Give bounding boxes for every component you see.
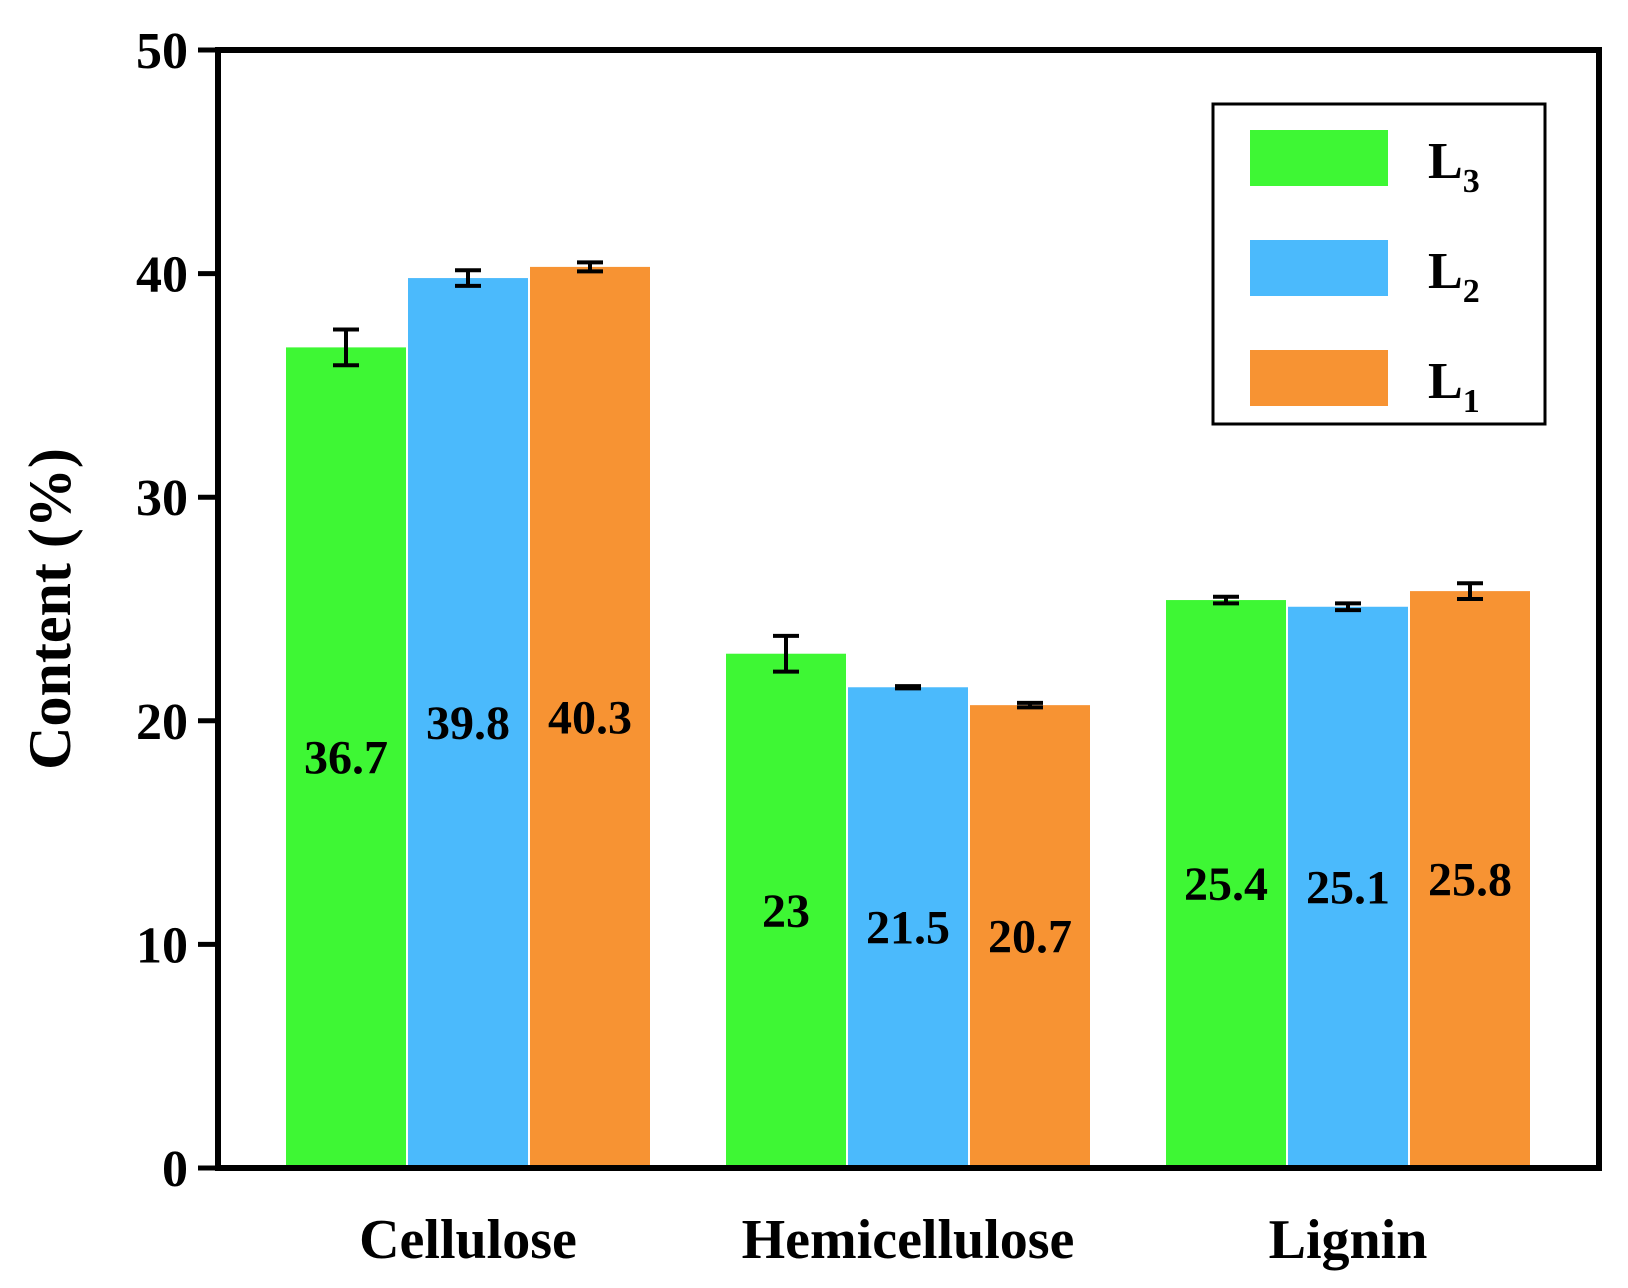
bar-label-l3-lignin: 25.4 xyxy=(1184,858,1268,911)
error-bar-l3-cellulose xyxy=(333,327,359,368)
legend-item-l3: L3 xyxy=(1250,130,1480,200)
y-tick-label: 40 xyxy=(136,247,188,304)
bar-label-l3-hemicellulose: 23 xyxy=(762,885,810,938)
y-axis-title: Content (%) xyxy=(17,448,83,770)
error-bar-l3-lignin xyxy=(1213,594,1239,606)
error-bar-l1-cellulose xyxy=(577,260,603,274)
bar-label-l3-cellulose: 36.7 xyxy=(304,732,388,785)
bar-label-l1-lignin: 25.8 xyxy=(1428,854,1512,907)
bar-l1-cellulose xyxy=(530,266,650,1169)
legend-swatch xyxy=(1250,350,1388,406)
y-tick-label: 10 xyxy=(136,917,188,974)
error-bar-l2-cellulose xyxy=(455,268,481,288)
x-tick-label-hemicellulose: Hemicellulose xyxy=(742,1209,1075,1271)
legend-item-l1: L1 xyxy=(1250,350,1480,420)
bar-label-l1-hemicellulose: 20.7 xyxy=(988,911,1072,964)
bar-l2-hemicellulose xyxy=(848,687,968,1168)
legend-label: L3 xyxy=(1428,133,1480,200)
bar-l2-lignin xyxy=(1288,606,1408,1168)
y-tick-label: 20 xyxy=(136,694,188,751)
error-bars-layer xyxy=(333,260,1483,710)
y-axis: 0 10 20 30 40 50 xyxy=(136,23,218,1198)
bar-l3-lignin xyxy=(1166,600,1286,1168)
error-bar-l1-lignin xyxy=(1457,581,1483,601)
x-axis: Cellulose Hemicellulose Lignin xyxy=(359,1209,1427,1271)
bar-label-l2-lignin: 25.1 xyxy=(1306,861,1390,914)
legend: L3 L2 L1 xyxy=(1211,102,1547,426)
error-bar-l2-hemicellulose xyxy=(895,684,921,691)
bar-l3-hemicellulose xyxy=(726,653,846,1168)
y-tick-label: 30 xyxy=(136,470,188,527)
legend-swatch xyxy=(1250,240,1388,296)
bar-l1-lignin xyxy=(1410,591,1530,1168)
error-bar-l3-hemicellulose xyxy=(773,633,799,674)
bar-labels-layer: 36.7 39.8 40.3 23 21.5 20.7 25.4 25.1 25.8 xyxy=(304,691,1512,963)
y-tick-label: 50 xyxy=(136,23,188,80)
error-bar-l2-lignin xyxy=(1335,601,1361,613)
bar-l3-cellulose xyxy=(286,347,406,1168)
bar-label-l1-cellulose: 40.3 xyxy=(548,691,632,744)
bar-label-l2-cellulose: 39.8 xyxy=(426,697,510,750)
x-tick-label-cellulose: Cellulose xyxy=(359,1209,577,1271)
legend-swatch xyxy=(1250,130,1388,186)
legend-item-l2: L2 xyxy=(1250,240,1480,310)
legend-label: L2 xyxy=(1428,243,1480,310)
bar-l1-hemicellulose xyxy=(970,705,1090,1168)
plot-frame xyxy=(215,47,1602,1171)
bars-layer xyxy=(286,266,1530,1169)
legend-label: L1 xyxy=(1428,353,1480,420)
bar-l2-cellulose xyxy=(408,278,528,1168)
y-tick-label: 0 xyxy=(162,1141,188,1198)
bar-label-l2-hemicellulose: 21.5 xyxy=(866,902,950,955)
error-bar-l1-hemicellulose xyxy=(1017,700,1043,710)
x-tick-label-lignin: Lignin xyxy=(1269,1209,1428,1271)
